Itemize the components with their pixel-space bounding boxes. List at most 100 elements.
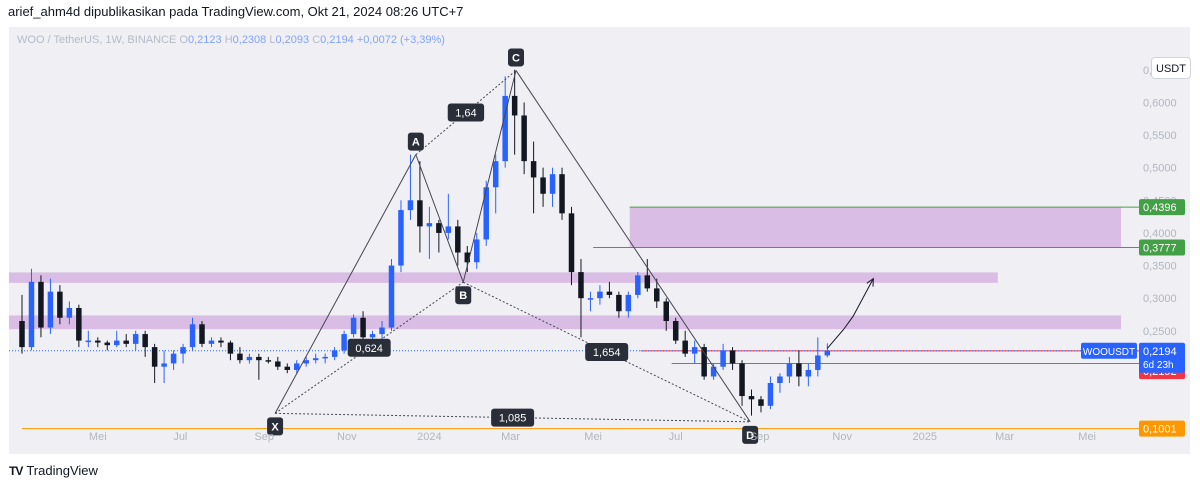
candle-body xyxy=(123,340,129,344)
x-tick-label: Mei xyxy=(1078,431,1096,443)
candle-body xyxy=(426,223,433,227)
candle-body xyxy=(85,340,92,343)
candle-body xyxy=(597,291,603,299)
candle-body xyxy=(464,252,471,263)
legend-high: 0,2308 xyxy=(232,34,267,46)
candles xyxy=(19,69,831,416)
currency-button[interactable]: USDT xyxy=(1151,57,1191,79)
legend-close-key: C xyxy=(312,34,321,46)
pattern-leg-CD xyxy=(515,70,751,423)
x-tick-label: Nov xyxy=(832,431,852,443)
candle-body xyxy=(19,321,25,348)
candle-body xyxy=(379,327,385,335)
price-tag-0,1001: 0,1001 xyxy=(1143,424,1177,436)
candle-body xyxy=(38,281,44,328)
candle-body xyxy=(227,342,234,354)
x-tick-label: 2025 xyxy=(913,431,937,443)
x-tick-label: Jul xyxy=(669,431,683,443)
y-tick-label: 0,4000 xyxy=(1143,228,1177,240)
x-tick-label: Mar xyxy=(501,431,520,443)
last-price-value: 0,2194 xyxy=(1143,346,1177,358)
ratio-label: 1,654 xyxy=(593,347,621,359)
candle-body xyxy=(549,174,556,194)
candle-body xyxy=(682,340,688,354)
candle-body xyxy=(132,334,139,344)
candle-body xyxy=(672,321,679,341)
candle-body xyxy=(511,95,518,116)
candle-body xyxy=(502,95,508,162)
legend-low: 0,2093 xyxy=(275,34,310,46)
price-tag-0,4396-bg xyxy=(1139,199,1185,216)
point-label-bg-D xyxy=(742,425,759,444)
x-tick-label: Sep xyxy=(750,431,770,443)
candle-body xyxy=(57,291,63,318)
candle-body xyxy=(777,376,783,384)
candle-body xyxy=(663,301,669,322)
chart-area[interactable]: 1,64 0,624 1,654 1,085 X A B C D 0,2500 0,3000 0,35… xyxy=(9,27,1191,454)
candle-body xyxy=(275,361,281,367)
candle-body xyxy=(66,307,73,318)
legend-symbol: WOO / TetherUS, 1W, BINANCE xyxy=(17,34,177,46)
projection-arrow-head xyxy=(866,277,874,287)
candle-body xyxy=(805,369,812,377)
candle-body xyxy=(767,383,774,406)
candle-body xyxy=(303,360,309,364)
candle-body xyxy=(218,340,224,343)
candle-body xyxy=(369,334,376,338)
candle-body xyxy=(360,317,366,338)
candle-body xyxy=(691,347,698,354)
candle-body xyxy=(407,200,414,211)
candle-body xyxy=(113,340,120,346)
x-tick-label: Mar xyxy=(995,431,1014,443)
point-label-bg-X xyxy=(267,417,284,436)
point-label-D: D xyxy=(746,430,754,442)
candle-body xyxy=(521,115,527,162)
candle-body xyxy=(104,342,111,346)
x-tick-label: Mei xyxy=(89,431,107,443)
candle-body xyxy=(189,324,196,348)
ratio-label: 1,085 xyxy=(499,413,527,425)
symbol-tag: WOOUSDT xyxy=(1083,347,1135,358)
candle-body xyxy=(474,239,480,263)
x-tick-label: Jul xyxy=(173,431,187,443)
chart-canvas[interactable]: 1,64 0,624 1,654 1,085 X A B C D 0,2500 0,3000 0,35… xyxy=(9,27,1190,454)
candle-body xyxy=(208,340,215,344)
legend-high-key: H xyxy=(224,34,233,46)
candle-body xyxy=(530,161,537,178)
tradingview-brand: TradingView xyxy=(26,463,98,478)
legend-change: +0,0072 (+3,39%) xyxy=(356,34,445,46)
projection-arrow xyxy=(826,278,874,349)
candle-body xyxy=(616,294,622,312)
price-tag-0,1001-bg xyxy=(1139,420,1185,437)
candle-body xyxy=(625,294,632,312)
pattern-leg-AB xyxy=(415,154,464,283)
candle-body xyxy=(436,223,442,233)
candle-body xyxy=(256,356,262,361)
candle-body xyxy=(28,281,35,348)
ratio-label-bg xyxy=(347,338,391,357)
candle-body xyxy=(796,363,802,377)
candle-body xyxy=(312,358,319,361)
candle-body xyxy=(76,307,82,341)
last-price-countdown: 6d 23h xyxy=(1143,360,1174,371)
y-tick-label: 0,5500 xyxy=(1143,130,1177,142)
resistance-zone-1 xyxy=(9,272,998,283)
candle-body xyxy=(284,366,291,370)
x-tick-label: Mei xyxy=(584,431,602,443)
candle-body xyxy=(578,272,584,299)
candle-body xyxy=(492,161,499,188)
legend-open: 0,2123 xyxy=(187,34,222,46)
point-label-bg-B xyxy=(455,286,472,305)
y-tick-label: 0,3000 xyxy=(1143,293,1177,305)
resistance-zone-2 xyxy=(9,315,1121,330)
point-label-B: B xyxy=(459,290,467,302)
candle-body xyxy=(540,177,546,194)
candle-body xyxy=(729,350,736,364)
candle-body xyxy=(824,350,831,356)
y-tick-label: 0,5000 xyxy=(1143,163,1177,175)
ratio-label-bg xyxy=(585,343,629,362)
point-label-C: C xyxy=(512,52,520,64)
candle-body xyxy=(786,363,793,377)
resistance-zone-3 xyxy=(629,207,1121,248)
point-label-X: X xyxy=(271,421,279,433)
